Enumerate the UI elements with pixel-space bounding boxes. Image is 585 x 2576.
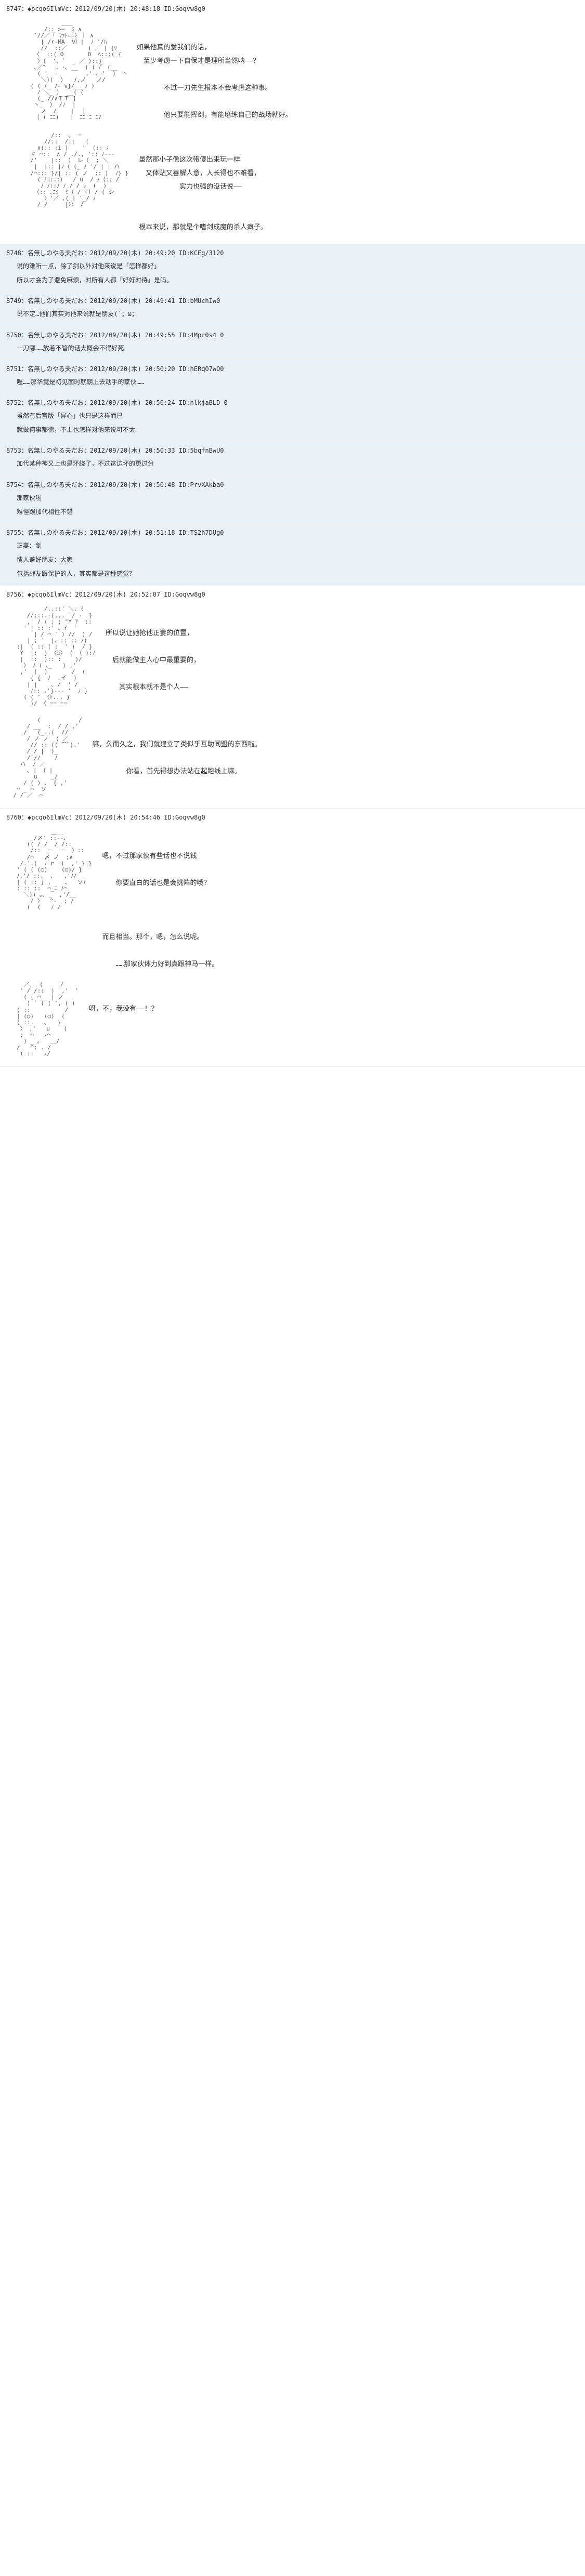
post-body: /:: ､ = //:: /:: ( ∧(:: :i ) ' (:: ﾉ ∥ ⌒… [6,127,579,240]
reply-line: 一刀哪……放着不管的话大概会不得好死 [6,341,579,355]
ascii-art: ( / / __ : / / ,' / (_..( // / ノ ノ ( ／ /… [6,717,82,799]
post-header: 8751：名無しのやる夫だお：2012/09/20(木) 20:50:20 ID… [6,364,579,373]
dialogue-text: 虽然那小子像这次带傻出来玩一样 又体贴又善解人意，人长得也不难看， 实力也强的没… [139,133,267,234]
reply-line: 就做何事都德，不上也怎样对他来说可不太 [6,423,579,437]
reply-line: 情人兼好朋友：大家 [6,553,579,567]
post-8751: 8751：名無しのやる夫だお：2012/09/20(木) 20:50:20 ID… [0,360,585,394]
post-header: 8754：名無しのやる夫だお：2012/09/20(木) 20:50:48 ID… [6,480,579,489]
post-8753: 8753：名無しのやる夫だお：2012/09/20(木) 20:50:33 ID… [0,442,585,475]
reply-line: 那家伙啦 [6,491,579,505]
reply-line: 说的难听一点，除了剑以外对他来说是「怎样都好」 [6,259,579,273]
post-8747: 8747：◆pcqo6IlmVc：2012/09/20(木) 20:48:18 … [0,0,585,244]
post-header: 8749：名無しのやる夫だお：2012/09/20(木) 20:49:41 ID… [6,296,579,305]
ascii-art: ＿__ /〆' ::--､ (( / / / /:: /:: = = 〉:: /… [6,829,92,971]
post-header: 8748：名無しのやる夫だお：2012/09/20(木) 20:49:20 ID… [6,248,579,257]
reply-line: 正妻：剑 [6,539,579,553]
post-header: 8747：◆pcqo6IlmVc：2012/09/20(木) 20:48:18 … [6,4,579,13]
ascii-art: ／, ( / ' / /:: ) ,' ' ( [ ⌒__ | ノ ) ´ ( … [6,982,79,1057]
post-header: 8750：名無しのやる夫だお：2012/09/20(木) 20:49:55 ID… [6,331,579,339]
post-header: 8753：名無しのやる夫だお：2012/09/20(木) 20:50:33 ID… [6,446,579,455]
reply-line: 喔……那华竟是初见面时就朝上去动手的家伙…… [6,375,579,389]
post-8750: 8750：名無しのやる夫だお：2012/09/20(木) 20:49:55 ID… [0,326,585,360]
post-body: ＿__ /〆' ::--､ (( / / / /:: /:: = = 〉:: /… [6,824,579,976]
post-8760: 8760：◆pcqo6IlmVc：2012/09/20(木) 20:54:46 … [0,809,585,1067]
post-8748: 8748：名無しのやる夫だお：2012/09/20(木) 20:49:20 ID… [0,244,585,292]
post-body: ( / / __ : / / ,' / (_..( // / ノ ノ ( ／ /… [6,712,579,804]
post-8755: 8755：名無しのやる夫だお：2012/09/20(木) 20:51:18 ID… [0,524,585,586]
post-body: ＿＿ /:: >─ ﾐ ∧ ′//／「 ﾌｧﾄ==ﾐ ｜ ∧ | /r-MA Ⅵ… [6,15,579,127]
post-header: 8755：名無しのやる夫だお：2012/09/20(木) 20:51:18 ID… [6,528,579,537]
post-8752: 8752：名無しのやる夫だお：2012/09/20(木) 20:50:24 ID… [0,394,585,442]
reply-line: 包括战友跟保护的人，其实都是这种感觉？ [6,567,579,581]
post-header: 8760：◆pcqo6IlmVc：2012/09/20(木) 20:54:46 … [6,813,579,822]
reply-line: 难怪跟加代相性不错 [6,505,579,519]
ascii-art: /:: ､ = //:: /:: ( ∧(:: :i ) ' (:: ﾉ ∥ ⌒… [6,133,128,234]
dialogue-text: 所以说让她抢他正妻的位置， 后就能做主人心中最重要的， 其实根本就不是个人—— [106,606,200,707]
reply-line: 说不定…他们其实对他来说就是朋友(´；ω； [6,307,579,321]
post-8749: 8749：名無しのやる夫だお：2012/09/20(木) 20:49:41 ID… [0,292,585,326]
reply-line: 虽然有后宫版「异心」也只是这样而已 [6,409,579,423]
post-body: ／, ( / ' / /:: ) ,' ' ( [ ⌒__ | ノ ) ´ ( … [6,976,579,1062]
ascii-art: ＿＿ /:: >─ ﾐ ∧ ′//／「 ﾌｧﾄ==ﾐ ｜ ∧ | /r-MA Ⅵ… [6,20,126,122]
dialogue-text: 呀，不，我没有——！？ [89,982,158,1057]
dialogue-text: 嗯，不过那家伙有些话也不说钱 你要直白的话也是会挑阵的哦？ 而且相当。那个，嗯，… [102,829,218,971]
post-8756: 8756：◆pcqo6IlmVc：2012/09/20(木) 20:52:07 … [0,586,585,809]
post-8754: 8754：名無しのやる夫だお：2012/09/20(木) 20:50:48 ID… [0,476,585,524]
post-header: 8756：◆pcqo6IlmVc：2012/09/20(木) 20:52:07 … [6,590,579,599]
dialogue-text: 如果他真的爱我们的话， 至少考虑一下自保才是理所当然呐——？ 不过一刀先生根本不… [137,20,292,122]
dialogue-text: 嘛，久而久之，我们就建立了类似乎互助同盟的东西啦。 你看，首先得想办法站在起跑线… [93,717,262,799]
post-header: 8752：名無しのやる夫だお：2012/09/20(木) 20:50:24 ID… [6,398,579,407]
reply-line: 加代某种神又上也是环绕了，不过这边坏的更过分 [6,457,579,471]
post-body: /..::' ＼. ﾐ //:::.-(,.. '/ - } ,' / ( ; … [6,601,579,712]
reply-line: 所以才会为了避免麻烦，对所有人都「好好对待」是吗。 [6,273,579,287]
ascii-art: /..::' ＼. ﾐ //:::.-(,.. '/ - } ,' / ( ; … [6,606,95,707]
